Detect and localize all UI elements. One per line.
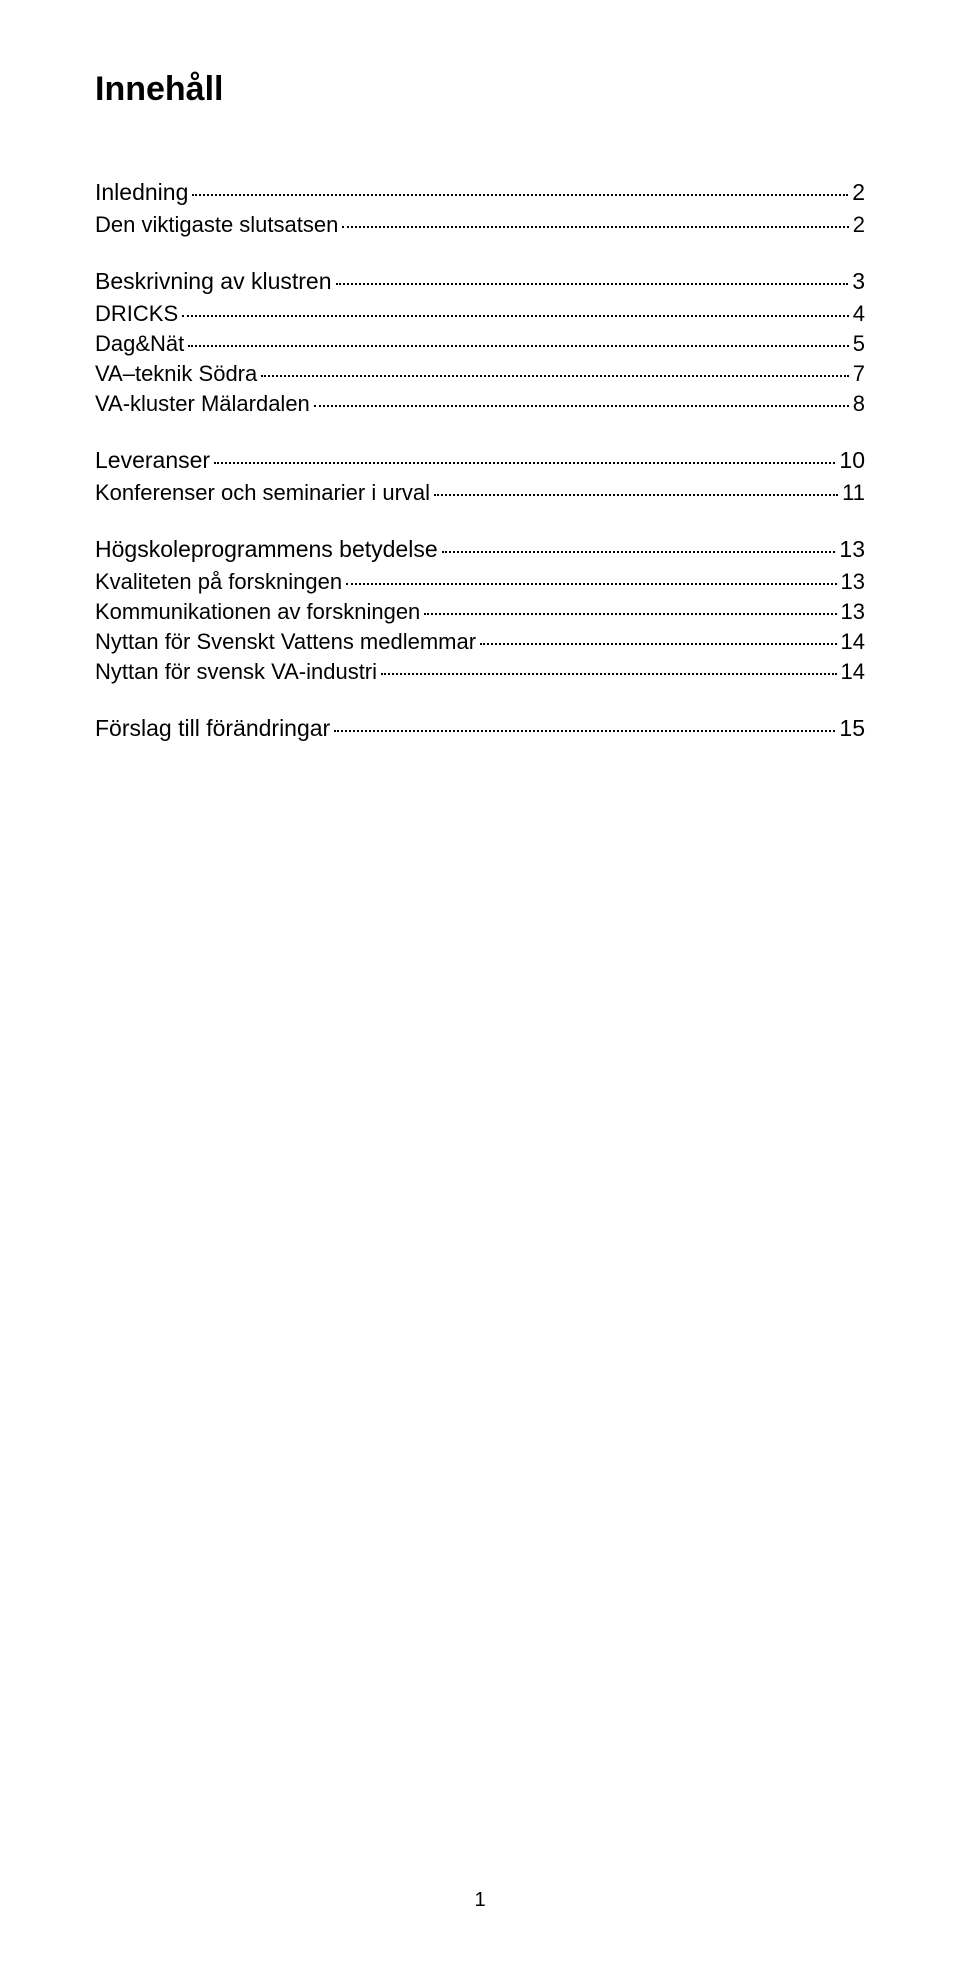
toc-leader-dots xyxy=(336,283,849,285)
toc-leader-dots xyxy=(434,494,838,496)
toc-entry-label: DRICKS xyxy=(95,301,178,327)
toc-entry-label: Dag&Nät xyxy=(95,331,184,357)
toc-entry-page: 2 xyxy=(853,212,865,238)
toc-entry-label: Leveranser xyxy=(95,447,210,474)
toc-entry[interactable]: Leveranser 10 xyxy=(95,447,865,474)
toc-leader-dots xyxy=(424,613,836,615)
toc-leader-dots xyxy=(314,405,849,407)
toc-entry-page: 4 xyxy=(853,301,865,327)
toc-entry-page: 8 xyxy=(853,391,865,417)
toc-entry[interactable]: Nyttan för Svenskt Vattens medlemmar 14 xyxy=(95,629,865,655)
toc-entry-label: Förslag till förändringar xyxy=(95,715,330,742)
toc-entry-page: 5 xyxy=(853,331,865,357)
toc-entry[interactable]: Högskoleprogrammens betydelse 13 xyxy=(95,536,865,563)
toc-entry-page: 7 xyxy=(853,361,865,387)
toc-entry-label: Nyttan för Svenskt Vattens medlemmar xyxy=(95,629,476,655)
toc-entry[interactable]: Inledning 2 xyxy=(95,179,865,206)
toc-entry-label: VA-kluster Mälardalen xyxy=(95,391,310,417)
toc-leader-dots xyxy=(342,226,848,228)
toc-entry[interactable]: Kommunikationen av forskningen 13 xyxy=(95,599,865,625)
toc-entry-label: Nyttan för svensk VA-industri xyxy=(95,659,377,685)
toc-entry[interactable]: Beskrivning av klustren 3 xyxy=(95,268,865,295)
toc-entry-label: Högskoleprogrammens betydelse xyxy=(95,536,438,563)
toc-leader-dots xyxy=(442,551,836,553)
toc-entry[interactable]: DRICKS 4 xyxy=(95,301,865,327)
toc-entry[interactable]: Dag&Nät 5 xyxy=(95,331,865,357)
toc-entry-page: 10 xyxy=(839,447,865,474)
toc-entry-page: 14 xyxy=(841,629,865,655)
toc-title: Innehåll xyxy=(95,70,865,109)
toc-entry-page: 13 xyxy=(839,536,865,563)
toc-entry-page: 3 xyxy=(852,268,865,295)
toc-entry-label: Beskrivning av klustren xyxy=(95,268,332,295)
toc-leader-dots xyxy=(214,462,835,464)
toc-entry-label: VA–teknik Södra xyxy=(95,361,257,387)
toc-entry[interactable]: Nyttan för svensk VA-industri 14 xyxy=(95,659,865,685)
toc-entry-page: 13 xyxy=(841,599,865,625)
toc-leader-dots xyxy=(381,673,836,675)
toc-entry[interactable]: VA–teknik Södra 7 xyxy=(95,361,865,387)
toc-leader-dots xyxy=(192,194,848,196)
toc-entry-label: Kommunikationen av forskningen xyxy=(95,599,420,625)
toc-entry-page: 11 xyxy=(842,480,865,506)
page-number: 1 xyxy=(0,1889,960,1912)
toc-list: Inledning 2 Den viktigaste slutsatsen 2 Besk… xyxy=(95,179,865,742)
toc-entry[interactable]: Förslag till förändringar 15 xyxy=(95,715,865,742)
toc-entry[interactable]: Kvaliteten på forskningen 13 xyxy=(95,569,865,595)
toc-leader-dots xyxy=(334,730,835,732)
toc-entry-label: Den viktigaste slutsatsen xyxy=(95,212,338,238)
toc-entry[interactable]: VA-kluster Mälardalen 8 xyxy=(95,391,865,417)
toc-entry-page: 2 xyxy=(852,179,865,206)
toc-entry-page: 14 xyxy=(841,659,865,685)
toc-entry[interactable]: Den viktigaste slutsatsen 2 xyxy=(95,212,865,238)
toc-leader-dots xyxy=(188,345,848,347)
toc-entry-label: Inledning xyxy=(95,179,188,206)
toc-leader-dots xyxy=(480,643,836,645)
toc-entry-label: Kvaliteten på forskningen xyxy=(95,569,342,595)
toc-entry-page: 15 xyxy=(839,715,865,742)
toc-entry-page: 13 xyxy=(841,569,865,595)
toc-leader-dots xyxy=(182,315,849,317)
toc-leader-dots xyxy=(346,583,836,585)
toc-leader-dots xyxy=(261,375,849,377)
toc-entry-label: Konferenser och seminarier i urval xyxy=(95,480,430,506)
toc-entry[interactable]: Konferenser och seminarier i urval 11 xyxy=(95,480,865,506)
